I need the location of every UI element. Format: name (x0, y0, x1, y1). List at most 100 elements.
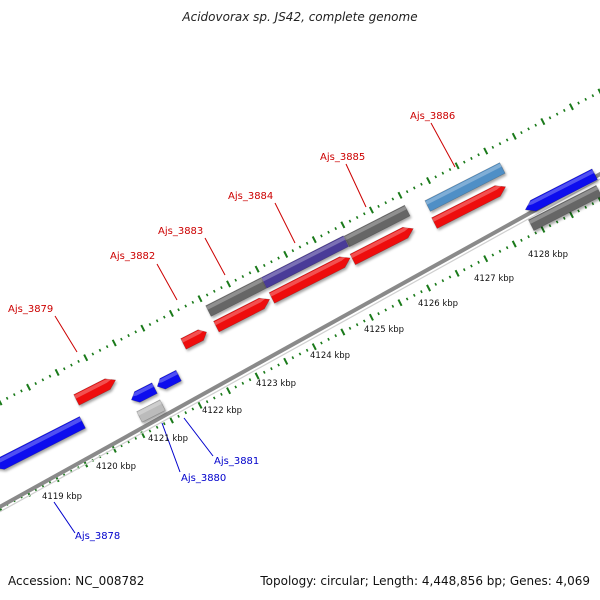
scale-tick-lower (405, 297, 409, 301)
scale-tick-lower (441, 279, 445, 283)
scale-tick-lower (470, 264, 473, 268)
forward-gene (213, 297, 271, 333)
scale-tick-lower (454, 269, 460, 277)
scale-ticks (0, 88, 600, 512)
scale-tick-lower (540, 225, 546, 233)
scale-tick-upper (498, 142, 502, 146)
scale-tick-upper (534, 123, 538, 127)
scale-tick-upper (591, 94, 595, 98)
accession-text: Accession: NC_008782 (8, 574, 145, 588)
scale-label: 4128 kbp (528, 250, 568, 260)
scale-tick-lower (226, 387, 232, 395)
scale-tick-upper (311, 236, 317, 244)
scale-tick-lower (305, 348, 309, 352)
scale-tick-upper (177, 308, 180, 312)
scale-tick-lower (426, 284, 432, 292)
reverse-gene (156, 369, 182, 390)
scale-tick-upper (83, 354, 89, 362)
scale-tick-upper (441, 171, 445, 175)
scale-tick-upper (155, 319, 159, 323)
reverse-gene (131, 382, 158, 403)
reverse-gene-sheen (155, 371, 178, 384)
scale-tick-lower (527, 235, 530, 239)
scale-tick-lower (548, 224, 552, 228)
highlight-feature (424, 162, 506, 212)
scale-tick-lower (48, 480, 52, 484)
cds-block (527, 184, 600, 232)
scale-tick-lower (577, 209, 580, 213)
scale-tick-upper (305, 241, 309, 245)
scale-label: 4126 kbp (418, 299, 458, 309)
scale-tick-lower (283, 357, 289, 365)
scale-tick-lower (291, 356, 295, 360)
scale-tick-upper (98, 348, 102, 352)
scale-tick-upper (412, 186, 416, 190)
scale-tick-lower (384, 308, 388, 312)
scale-tick-upper (168, 309, 174, 318)
scale-tick-lower (262, 370, 266, 374)
scale-tick-upper (226, 280, 232, 288)
leader-line (161, 422, 181, 473)
backbone-line (0, 171, 600, 510)
gene-label-forward: Ajs_3883 (158, 226, 203, 237)
scale-tick-upper (355, 215, 359, 219)
scale-tick-upper (477, 153, 480, 157)
scale-tick-upper (505, 138, 509, 142)
scale-tick-upper (105, 345, 109, 349)
scale-tick-lower (254, 372, 260, 380)
scale-tick-upper (527, 127, 530, 131)
forward-gene-sheen (181, 329, 206, 343)
scale-tick-upper (197, 295, 203, 303)
scale-tick-upper (270, 260, 273, 264)
scale-tick-upper (397, 191, 403, 199)
scale-tick-lower (162, 422, 166, 426)
forward-gene-sheen (74, 377, 115, 399)
scale-tick-upper (597, 88, 600, 95)
scale-tick-upper (120, 337, 123, 341)
scale-tick-lower (397, 299, 403, 307)
scale-tick-lower (111, 445, 117, 453)
scale-label: 4122 kbp (202, 406, 242, 416)
scale-tick-lower (205, 400, 209, 404)
map-title: Acidovorax sp. JS42, complete genome (182, 10, 418, 24)
scale-tick-lower (368, 313, 374, 321)
scale-tick-upper (0, 399, 3, 406)
reverse-gene (0, 416, 86, 470)
scale-tick-upper (291, 249, 295, 253)
gene-features (0, 162, 600, 470)
scale-tick-lower (134, 436, 138, 440)
scale-tick-upper (562, 108, 566, 112)
scale-tick-upper (70, 363, 73, 367)
scale-tick-upper (234, 278, 238, 282)
scale-tick-upper (5, 396, 9, 400)
scale-tick-upper (555, 112, 559, 116)
scale-tick-lower (191, 407, 195, 411)
scale-tick-upper (12, 393, 16, 397)
gene-labels: 4119 kbp 4120 kbp 4121 kbp 4122 kbp 4123 kbp… (8, 111, 568, 542)
scale-tick-upper (368, 206, 374, 214)
scale-tick-lower (377, 312, 380, 316)
gene-label-forward: Ajs_3886 (410, 111, 455, 122)
scale-tick-upper (483, 147, 489, 155)
scale-tick-upper (248, 271, 252, 275)
reverse-gene-sheen (129, 383, 154, 397)
reverse-gene-sheen (0, 417, 82, 463)
scale-tick-lower (534, 231, 538, 235)
scale-tick-upper (520, 131, 523, 135)
forward-gene-sheen (350, 225, 412, 259)
scale-tick-upper (568, 103, 574, 111)
scale-tick-upper (511, 132, 517, 140)
scale-tick-lower (591, 202, 595, 206)
scale-tick-upper (548, 116, 552, 120)
scale-tick-lower (340, 328, 346, 336)
scale-tick-lower (248, 378, 252, 382)
scale-tick-lower (483, 255, 489, 263)
scale-tick-upper (41, 378, 45, 382)
highlight-feature-sheen (425, 163, 502, 205)
scale-tick-lower (177, 414, 180, 418)
scale-tick-lower (448, 275, 452, 279)
scale-tick-lower (270, 367, 273, 371)
cds-block (205, 277, 267, 317)
scale-tick-upper (62, 367, 66, 371)
